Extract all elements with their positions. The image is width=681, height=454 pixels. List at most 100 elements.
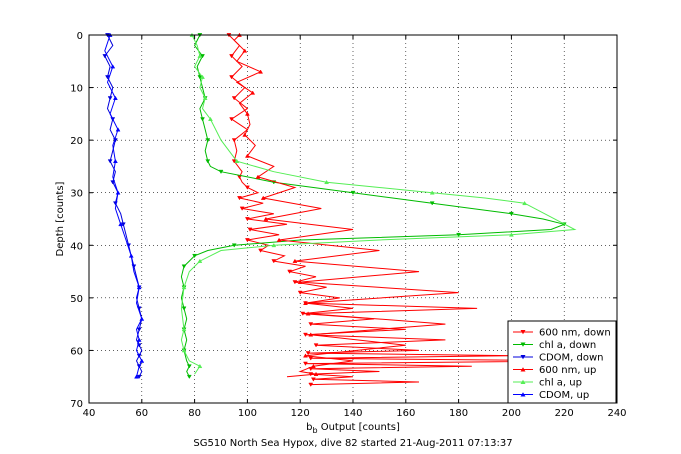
data-point	[200, 74, 205, 79]
data-point	[115, 190, 121, 195]
data-point	[110, 180, 116, 185]
legend-label: chl a, up	[539, 378, 582, 389]
legend-marker	[520, 342, 526, 347]
data-point	[258, 69, 264, 74]
data-point	[105, 75, 110, 80]
data-point	[456, 232, 462, 238]
data-point	[292, 280, 298, 285]
x-tick-label: 240	[607, 408, 626, 419]
data-point	[112, 158, 118, 164]
data-point	[181, 348, 187, 353]
data-point	[247, 227, 253, 232]
data-point	[181, 264, 187, 269]
x-tick-label: 120	[291, 408, 310, 419]
x-tick-label: 160	[396, 408, 415, 419]
series-0	[226, 33, 591, 387]
data-point	[508, 232, 514, 237]
data-point	[112, 95, 118, 100]
y-tick-label: 30	[70, 189, 83, 200]
legend-marker	[520, 330, 526, 335]
data-point	[229, 54, 234, 59]
legend-label: 600 nm, down	[539, 328, 611, 339]
data-point	[229, 117, 234, 122]
data-point	[202, 95, 208, 100]
data-point	[237, 196, 242, 201]
data-point	[107, 96, 113, 101]
data-point	[271, 242, 277, 248]
series-4	[180, 32, 577, 375]
data-point	[263, 216, 269, 221]
y-tick-label: 20	[70, 136, 83, 147]
series-line	[180, 34, 577, 375]
data-point	[197, 258, 203, 263]
series-3	[233, 32, 478, 378]
data-point	[139, 358, 145, 363]
data-point	[508, 211, 514, 217]
y-axis-label: Depth [counts]	[55, 181, 66, 256]
data-point	[255, 174, 261, 179]
data-point	[305, 311, 311, 316]
data-point	[350, 190, 356, 196]
data-point	[260, 195, 266, 200]
data-point	[234, 158, 240, 164]
data-point	[297, 290, 303, 295]
data-point	[134, 374, 139, 379]
data-point	[197, 53, 203, 58]
data-point	[303, 332, 308, 337]
legend-label: 600 nm, up	[539, 365, 596, 376]
data-point	[276, 237, 282, 242]
data-point	[244, 185, 250, 190]
x-tick-label: 100	[238, 408, 257, 419]
y-tick-label: 50	[70, 294, 83, 305]
x-tick-label: 40	[83, 408, 96, 419]
x-tick-label: 220	[555, 408, 574, 419]
y-tick-label: 0	[77, 31, 83, 42]
x-tick-label: 80	[188, 408, 201, 419]
data-point	[200, 54, 205, 59]
x-tick-label: 140	[343, 408, 362, 419]
data-point	[308, 332, 314, 337]
x-axis-label: bb Output [counts]	[306, 422, 400, 435]
data-point	[136, 374, 142, 380]
data-point	[192, 253, 198, 259]
data-point	[324, 179, 330, 185]
data-point	[239, 206, 245, 211]
data-point	[181, 327, 187, 332]
data-point	[429, 201, 435, 206]
data-point	[205, 159, 211, 164]
data-point	[297, 279, 303, 284]
data-point	[120, 222, 126, 227]
data-point	[244, 238, 250, 243]
data-point	[313, 371, 319, 376]
data-point	[271, 259, 277, 264]
data-point	[115, 127, 121, 132]
data-point	[244, 111, 250, 116]
legend-box	[507, 320, 617, 404]
data-point	[308, 382, 314, 387]
legend-marker	[520, 367, 526, 372]
data-point	[136, 285, 142, 290]
x-tick-label: 200	[502, 408, 521, 419]
data-point	[186, 364, 192, 369]
data-point	[229, 75, 234, 80]
data-point	[300, 311, 306, 316]
data-point	[292, 258, 298, 263]
series-5	[104, 32, 145, 379]
legend-label: CDOM, down	[539, 353, 604, 364]
data-point	[308, 322, 314, 327]
data-point	[244, 153, 250, 158]
y-tick-label: 10	[70, 84, 83, 95]
data-point	[231, 159, 237, 164]
data-point	[231, 96, 237, 101]
data-point	[429, 190, 435, 195]
data-point	[303, 353, 308, 358]
x-tick-label: 180	[449, 408, 468, 419]
y-tick-label: 40	[70, 241, 83, 252]
data-point	[313, 343, 319, 348]
x-tick-label: 60	[135, 408, 148, 419]
data-point	[136, 327, 142, 332]
data-point	[197, 363, 203, 369]
data-point	[197, 75, 203, 80]
data-point	[107, 159, 113, 164]
